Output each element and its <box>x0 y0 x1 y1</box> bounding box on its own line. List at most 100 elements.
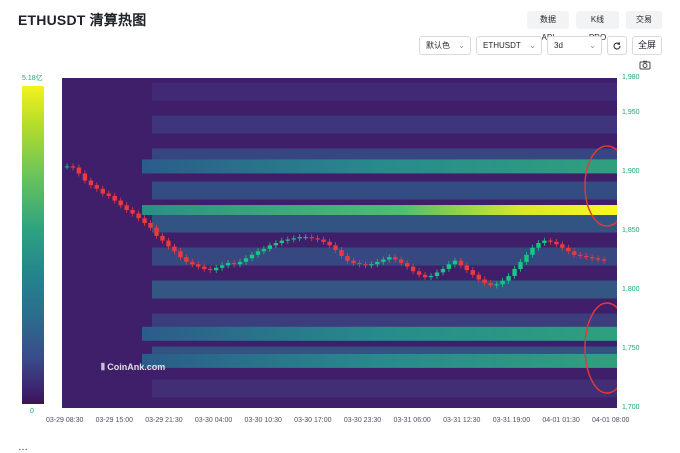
x-axis-tick-label: 03-29 08:30 <box>46 417 84 424</box>
candle-body <box>285 239 290 241</box>
candle-body <box>428 276 434 278</box>
candle-body <box>488 283 493 286</box>
x-axis-tick-label: 03-30 23:30 <box>343 417 382 424</box>
coinank-logo-icon: ⫴ <box>101 362 108 372</box>
candle-body <box>136 213 141 219</box>
candle-body <box>231 263 237 265</box>
camera-icon[interactable] <box>639 59 651 71</box>
liquidation-heatmap-chart[interactable] <box>62 78 617 408</box>
candle-body <box>82 173 88 181</box>
symbol-select[interactable]: ETHUSDT ⌄ <box>476 36 542 55</box>
candle-body <box>154 227 159 236</box>
color-scale-min-label: 0 <box>30 408 34 415</box>
candle-body <box>124 205 129 210</box>
candle-body <box>220 265 225 268</box>
candle-body <box>524 254 529 262</box>
candle-body <box>369 264 374 266</box>
data-api-button[interactable]: 数据API <box>527 11 569 42</box>
coinank-watermark-text: CoinAnk.com <box>107 362 166 372</box>
candle-body <box>536 243 541 248</box>
candle-body <box>130 210 135 214</box>
candle-body <box>249 254 255 259</box>
coinank-watermark: ⫴ CoinAnk.com <box>101 362 165 373</box>
y-axis-tick-label: 1,800 <box>622 286 640 294</box>
candle-body <box>112 195 117 201</box>
color-scheme-select[interactable]: 默认色 ⌄ <box>419 36 471 55</box>
candle-body <box>500 280 505 285</box>
candle-body <box>76 167 82 174</box>
y-axis-tick-label: 1,850 <box>622 227 640 235</box>
candle-body <box>572 251 577 255</box>
x-axis-tick-label: 03-31 06:00 <box>393 417 431 424</box>
candle-body <box>100 188 105 194</box>
candle-body <box>357 263 362 265</box>
section-heading: … <box>18 442 28 453</box>
y-axis-tick-label: 1,950 <box>622 109 640 117</box>
kline-pro-button[interactable]: K线 PRO <box>576 11 619 42</box>
page-title: ETHUSDT 清算热图 <box>18 12 147 28</box>
candle-body <box>554 241 559 245</box>
candle-body <box>548 240 553 242</box>
candle-body <box>506 276 511 281</box>
candle-body <box>560 244 565 248</box>
candle-body <box>273 243 279 246</box>
candle-body <box>190 261 195 265</box>
fullscreen-button[interactable]: 全屏 <box>632 36 662 55</box>
candle-body <box>590 257 595 259</box>
candle-body <box>196 264 201 267</box>
candle-body <box>566 247 571 252</box>
candle-body <box>291 238 296 240</box>
candle-body <box>255 251 261 255</box>
refresh-button[interactable] <box>607 36 627 55</box>
candle-body <box>494 284 499 286</box>
x-axis-tick-label: 03-30 04:00 <box>194 417 233 424</box>
x-axis-tick-label: 03-30 17:00 <box>294 417 332 424</box>
candle-body <box>584 256 589 258</box>
candle-body <box>267 245 273 249</box>
x-axis-tick-label: 03-29 21:30 <box>145 417 183 424</box>
heatmap-band <box>152 214 617 233</box>
candle-body <box>309 237 314 239</box>
candle-body <box>518 261 523 269</box>
chevron-down-icon: ⌄ <box>589 41 596 50</box>
color-scale-max-label: 5.18亿 <box>22 75 43 82</box>
candle-body <box>160 235 165 241</box>
y-axis-tick-label: 1,750 <box>622 345 640 353</box>
liquidation-level-band <box>142 353 617 368</box>
heatmap-band <box>152 82 617 101</box>
candle-body <box>422 274 428 278</box>
range-select[interactable]: 3d ⌄ <box>547 36 602 55</box>
x-axis-tick-label: 03-30 10:30 <box>244 417 282 424</box>
candle-body <box>387 257 392 260</box>
candle-body <box>440 268 446 273</box>
candle-body <box>225 263 231 266</box>
x-axis-tick-label: 03-29 15:00 <box>95 417 133 424</box>
candle-body <box>476 274 481 280</box>
refresh-icon <box>613 42 621 50</box>
trade-button[interactable]: 交易 <box>626 11 662 29</box>
heatmap-band <box>152 115 617 134</box>
candle-body <box>327 241 332 246</box>
candle-body <box>94 185 99 189</box>
y-axis-tick-label: 1,980 <box>622 74 640 81</box>
heatmap-band <box>152 379 617 398</box>
x-axis-tick-label: 04-01 08:00 <box>592 417 630 424</box>
y-axis-tick-label: 1,700 <box>622 404 640 411</box>
candle-body <box>184 257 189 262</box>
candle-body <box>279 240 284 243</box>
candle-body <box>512 268 517 276</box>
candle-body <box>64 166 70 168</box>
candle-body <box>530 247 535 255</box>
candle-body <box>321 239 326 242</box>
candle-body <box>172 246 177 252</box>
candle-body <box>243 258 249 262</box>
heatmap-band <box>152 280 617 299</box>
x-axis-tick-label: 03-31 19:00 <box>492 417 531 424</box>
candle-body <box>405 263 410 267</box>
candle-body <box>208 268 213 271</box>
chevron-down-icon: ⌄ <box>529 41 536 50</box>
candle-body <box>70 166 76 168</box>
candle-body <box>601 259 607 261</box>
chevron-down-icon: ⌄ <box>458 41 465 50</box>
color-scale-bar <box>22 86 44 404</box>
